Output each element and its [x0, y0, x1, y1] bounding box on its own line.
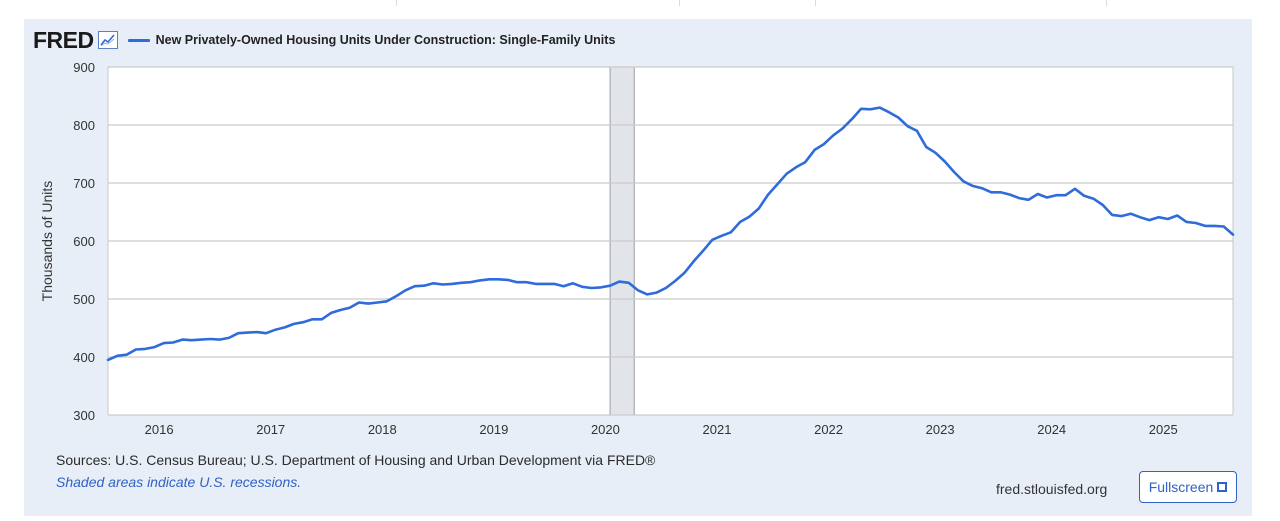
x-tick-label: 2019 — [479, 422, 508, 437]
recession-note: Shaded areas indicate U.S. recessions. — [56, 474, 302, 490]
y-tick-label: 900 — [73, 60, 95, 75]
x-tick-label: 2017 — [256, 422, 285, 437]
y-tick-label: 400 — [73, 350, 95, 365]
fullscreen-label: Fullscreen — [1148, 479, 1214, 495]
x-tick-label: 2018 — [368, 422, 397, 437]
chart-header: FRED New Privately-Owned Housing Units U… — [33, 27, 615, 53]
y-tick-label: 300 — [73, 408, 95, 423]
y-tick-label: 600 — [73, 234, 95, 249]
x-tick-label: 2024 — [1037, 422, 1066, 437]
x-tick-label: 2016 — [145, 422, 174, 437]
legend-line-swatch — [127, 38, 150, 42]
fred-graph-icon — [97, 31, 118, 49]
series-line — [106, 106, 1235, 362]
fullscreen-icon — [1217, 482, 1228, 492]
sources-text: Sources: U.S. Census Bureau; U.S. Depart… — [56, 452, 656, 468]
site-url[interactable]: fred.stlouisfed.org — [996, 481, 1108, 497]
x-tick-label: 2023 — [926, 422, 955, 437]
y-tick-label: 500 — [73, 292, 95, 307]
y-tick-label: 700 — [73, 176, 95, 191]
x-tick-label: 2025 — [1149, 422, 1178, 437]
x-tick-label: 2022 — [814, 422, 843, 437]
x-tick-label: 2020 — [591, 422, 620, 437]
fred-logo[interactable]: FRED — [33, 26, 94, 53]
series-title: New Privately-Owned Housing Units Under … — [155, 33, 616, 47]
top-divider-strip — [0, 0, 1280, 6]
x-tick-label: 2021 — [703, 422, 732, 437]
fullscreen-button[interactable]: Fullscreen — [1139, 471, 1237, 503]
y-tick-label: 800 — [73, 118, 95, 133]
y-axis-label: Thousands of Units — [39, 181, 55, 302]
